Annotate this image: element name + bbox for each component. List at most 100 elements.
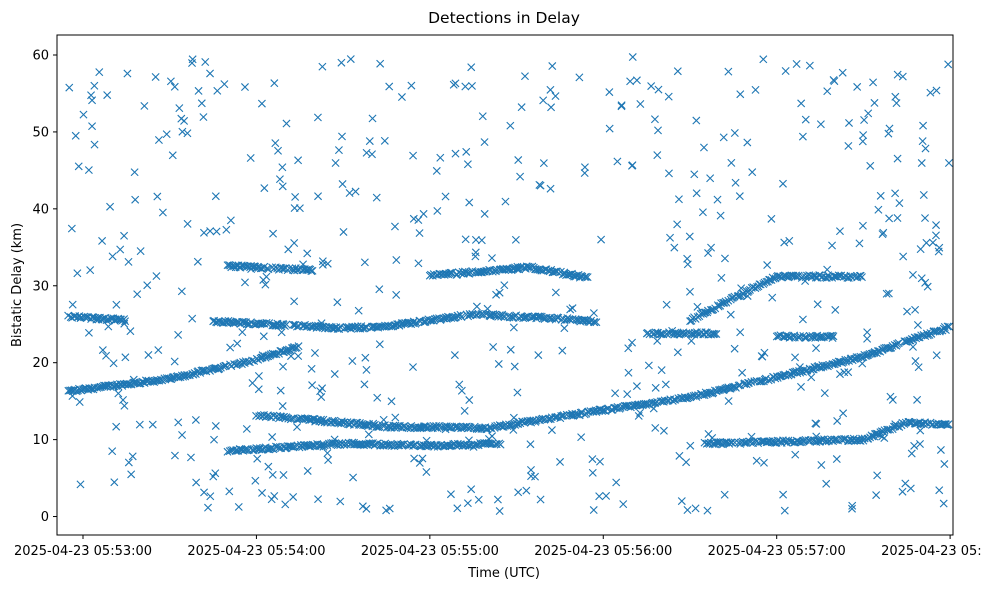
data-point-marker xyxy=(558,346,567,355)
data-point-marker xyxy=(539,96,548,105)
data-point-marker xyxy=(677,497,686,506)
data-point-marker xyxy=(242,424,251,433)
data-point-marker xyxy=(282,320,291,329)
data-point-marker xyxy=(628,53,637,62)
data-point-marker xyxy=(828,241,837,250)
data-point-marker xyxy=(199,228,208,237)
data-point-marker xyxy=(611,389,620,398)
data-point-marker xyxy=(845,118,853,127)
data-point-marker xyxy=(691,504,700,513)
data-point-marker xyxy=(878,230,887,239)
data-point-marker xyxy=(170,357,179,366)
data-point-marker xyxy=(651,383,660,392)
data-point-marker xyxy=(121,353,130,362)
data-point-marker xyxy=(705,388,714,397)
data-point-marker xyxy=(279,413,288,422)
data-point-marker xyxy=(124,458,133,467)
data-point-marker xyxy=(254,385,263,394)
data-point-marker xyxy=(704,429,713,438)
data-point-marker xyxy=(375,340,384,349)
data-point-marker xyxy=(88,122,97,131)
data-point-marker xyxy=(303,249,312,258)
data-point-marker xyxy=(268,320,277,329)
data-point-marker xyxy=(575,73,584,82)
data-point-marker xyxy=(410,454,419,463)
data-point-marker xyxy=(764,376,773,385)
data-point-marker xyxy=(469,442,478,451)
data-point-marker xyxy=(126,327,135,336)
y-tick-label: 40 xyxy=(32,202,49,217)
data-point-marker xyxy=(361,353,370,362)
x-tick-label: 2025-04-23 05:56:00 xyxy=(534,544,672,559)
data-point-marker xyxy=(480,209,489,218)
data-point-marker xyxy=(409,214,418,223)
data-point-marker xyxy=(199,113,208,122)
data-point-marker xyxy=(884,344,893,353)
data-point-marker xyxy=(414,216,423,225)
data-point-marker xyxy=(522,486,531,495)
data-point-marker xyxy=(644,361,653,370)
data-point-marker xyxy=(534,312,543,321)
data-point-marker xyxy=(270,79,279,88)
data-point-marker xyxy=(489,343,498,351)
data-point-marker xyxy=(514,488,523,497)
data-point-marker xyxy=(687,336,696,345)
data-point-marker xyxy=(212,227,221,236)
data-point-marker xyxy=(271,139,280,148)
data-point-marker xyxy=(455,380,464,389)
data-point-marker xyxy=(553,267,562,276)
data-point-marker xyxy=(903,307,912,316)
data-point-marker xyxy=(453,504,462,513)
data-point-marker xyxy=(114,389,123,398)
data-point-marker xyxy=(547,103,556,112)
data-point-marker xyxy=(588,468,597,477)
data-point-marker xyxy=(712,330,721,339)
data-point-marker xyxy=(651,398,660,407)
data-point-marker xyxy=(220,80,229,89)
data-point-marker xyxy=(666,233,675,242)
data-point-marker xyxy=(219,362,228,371)
data-point-marker xyxy=(686,441,695,450)
data-point-marker xyxy=(626,77,635,86)
data-point-marker xyxy=(816,120,825,129)
data-point-marker xyxy=(756,280,765,289)
data-point-marker xyxy=(698,208,707,217)
data-point-marker xyxy=(397,440,406,449)
data-point-marker xyxy=(539,159,548,168)
data-point-marker xyxy=(719,133,728,142)
data-point-marker xyxy=(713,195,722,204)
data-point-marker xyxy=(720,254,729,263)
data-point-marker xyxy=(885,214,894,223)
data-point-marker xyxy=(944,159,953,167)
data-point-marker xyxy=(496,440,505,449)
data-point-marker xyxy=(704,249,713,258)
data-point-marker xyxy=(811,419,820,428)
data-point-marker xyxy=(379,415,388,424)
data-point-marker xyxy=(192,478,201,487)
data-point-marker xyxy=(201,58,210,67)
data-point-marker xyxy=(685,232,694,241)
data-point-marker xyxy=(651,328,660,337)
data-point-marker xyxy=(337,58,346,67)
data-point-marker xyxy=(414,259,423,268)
data-point-marker xyxy=(121,317,130,326)
data-point-marker xyxy=(226,216,235,225)
data-point-marker xyxy=(897,421,906,430)
x-tick-label: 2025-04-23 05:58:00 xyxy=(881,544,982,559)
data-point-marker xyxy=(916,440,924,449)
data-point-marker xyxy=(907,449,916,458)
data-point-marker xyxy=(279,471,288,479)
data-point-marker xyxy=(932,221,941,230)
data-point-marker xyxy=(112,300,121,309)
data-point-marker xyxy=(895,199,904,208)
data-point-marker xyxy=(597,235,606,244)
data-point-marker xyxy=(494,359,503,368)
data-point-marker xyxy=(727,438,736,447)
data-point-marker xyxy=(152,272,161,281)
data-point-marker xyxy=(823,87,832,96)
data-point-marker xyxy=(511,235,520,244)
data-point-marker xyxy=(675,451,684,460)
data-point-marker xyxy=(216,363,225,372)
data-point-marker xyxy=(444,441,453,450)
data-point-marker xyxy=(577,433,586,442)
